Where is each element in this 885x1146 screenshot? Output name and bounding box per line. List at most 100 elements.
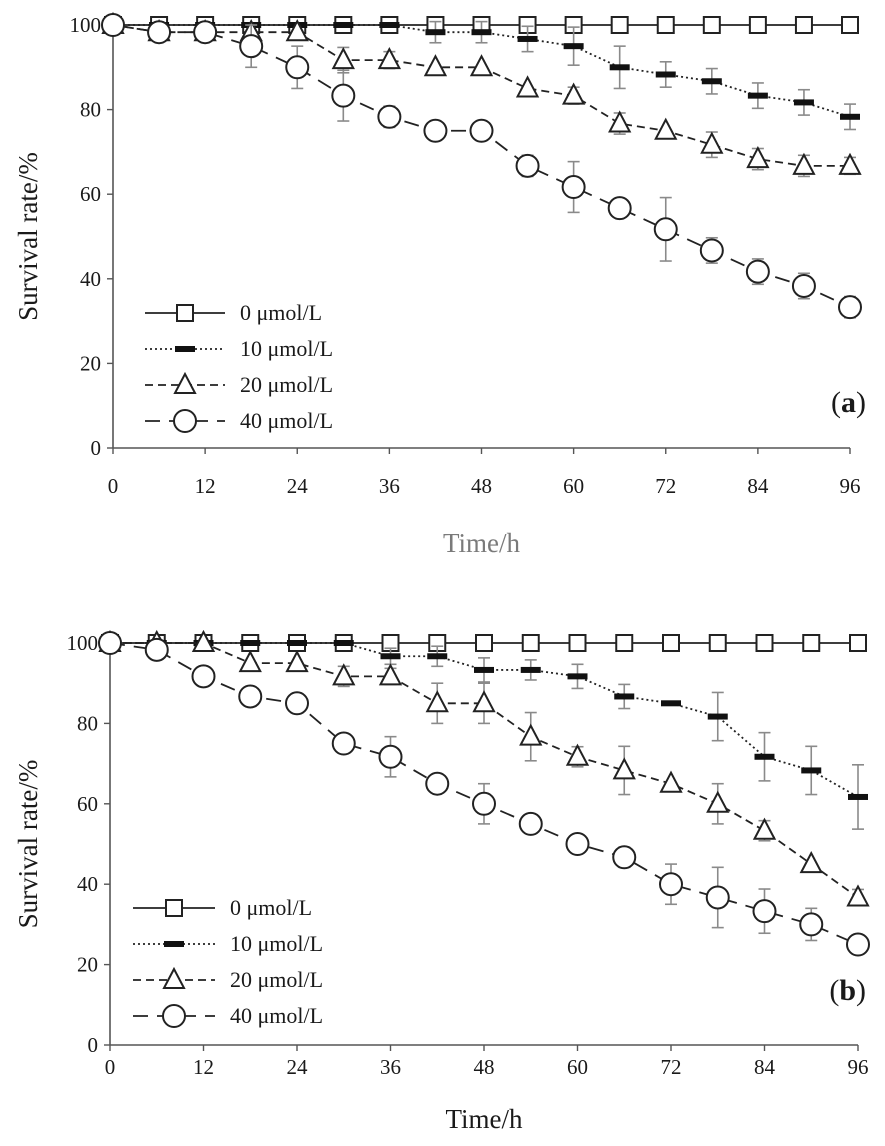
- data-point: [519, 723, 543, 746]
- data-point: [520, 666, 541, 673]
- data-point: [659, 872, 683, 897]
- y-tick-label: 0: [88, 1033, 99, 1057]
- panel-label: (b): [829, 974, 866, 1007]
- legend-label: 20 μmol/L: [230, 967, 323, 992]
- panel-label-open: (: [829, 974, 839, 1007]
- data-point: [801, 767, 822, 774]
- data-point: [612, 845, 637, 870]
- y-tick-label: 0: [91, 436, 102, 460]
- data-point: [563, 43, 584, 50]
- data-point: [423, 54, 448, 77]
- legend-label: 0 μmol/L: [230, 895, 312, 920]
- data-point: [747, 92, 768, 99]
- x-tick-label: 0: [105, 1055, 116, 1079]
- series-3: [101, 13, 862, 320]
- panel-label-letter: b: [839, 974, 856, 1007]
- x-axis-title: Time/h: [445, 1104, 523, 1134]
- series-line: [112, 24, 850, 167]
- data-point: [746, 145, 770, 169]
- data-point: [332, 663, 356, 686]
- legend-label: 10 μmol/L: [230, 931, 323, 956]
- data-point: [662, 634, 680, 652]
- data-point: [656, 16, 675, 34]
- data-point: [699, 238, 724, 263]
- legend-entry: 20 μmol/L: [145, 371, 333, 397]
- data-point: [377, 104, 402, 129]
- data-point: [794, 16, 813, 34]
- legend-label: 20 μmol/L: [240, 372, 333, 397]
- data-point: [705, 885, 730, 910]
- y-tick-label: 40: [80, 267, 101, 291]
- data-point: [608, 110, 632, 133]
- y-tick-label: 80: [80, 98, 101, 122]
- data-point: [425, 690, 449, 713]
- data-point: [752, 899, 777, 924]
- y-tick-label: 20: [80, 351, 101, 375]
- legend-marker: [173, 409, 197, 433]
- data-point: [700, 131, 724, 154]
- data-point: [469, 118, 494, 143]
- data-point: [331, 46, 355, 70]
- data-point: [240, 640, 261, 646]
- data-point: [378, 744, 403, 769]
- data-point: [378, 663, 403, 686]
- x-tick-label: 60: [567, 1055, 588, 1079]
- legend-entry: 0 μmol/L: [133, 895, 312, 920]
- data-point: [793, 99, 814, 106]
- data-point: [427, 653, 448, 660]
- x-tick-label: 96: [840, 474, 861, 498]
- data-point: [193, 20, 218, 45]
- data-point: [846, 932, 870, 957]
- panel-label-close: ): [856, 974, 866, 1007]
- data-point: [191, 629, 216, 652]
- y-tick-label: 80: [77, 711, 98, 735]
- data-point: [612, 757, 636, 780]
- y-tick-label: 100: [70, 13, 102, 37]
- x-tick-label: 72: [661, 1055, 682, 1079]
- data-point: [565, 832, 590, 856]
- chart-panel-a: 0 20 40 60 80 100 0 12 24 36 48 60 72 84 96 Time/h Survi…: [13, 11, 866, 558]
- data-point: [838, 152, 862, 175]
- x-tick-label: 0: [108, 474, 119, 498]
- data-point: [285, 55, 310, 80]
- data-point: [98, 631, 122, 655]
- x-tick-label: 48: [471, 474, 492, 498]
- data-point: [654, 117, 678, 140]
- data-point: [849, 634, 867, 652]
- data-point: [475, 634, 493, 652]
- data-point: [287, 640, 307, 646]
- legend-entry: 10 μmol/L: [133, 931, 323, 956]
- data-point: [655, 71, 676, 78]
- data-point: [472, 690, 496, 713]
- data-point: [425, 29, 446, 36]
- x-tick-label: 12: [193, 1055, 214, 1079]
- legend-entry: 10 μmol/L: [145, 336, 333, 361]
- data-point: [848, 793, 868, 800]
- data-point: [379, 22, 400, 28]
- x-tick-label: 36: [380, 1055, 401, 1079]
- data-point: [238, 684, 263, 709]
- data-point: [609, 64, 630, 71]
- data-point: [471, 29, 492, 36]
- data-point: [607, 196, 632, 221]
- panel-label-open: (: [831, 386, 841, 419]
- data-point: [285, 649, 309, 673]
- data-point: [238, 649, 262, 673]
- data-point: [331, 83, 356, 108]
- x-tick-label: 12: [195, 474, 216, 498]
- legend-entry: 40 μmol/L: [133, 1003, 323, 1028]
- data-point: [377, 46, 402, 70]
- data-point: [708, 634, 727, 652]
- legend: 0 μmol/L 10 μmol/L 20 μmol/L 40 μmol/L: [133, 895, 323, 1028]
- legend-label: 40 μmol/L: [230, 1003, 323, 1028]
- data-point: [333, 22, 354, 28]
- data-point: [799, 850, 823, 874]
- legend-entry: 20 μmol/L: [133, 966, 323, 992]
- x-tick-label: 96: [848, 1055, 869, 1079]
- data-point: [561, 82, 586, 105]
- x-tick-label: 36: [379, 474, 400, 498]
- x-axis-title: Time/h: [443, 528, 521, 558]
- data-point: [846, 884, 870, 907]
- y-axis-title: Survival rate/%: [13, 152, 43, 321]
